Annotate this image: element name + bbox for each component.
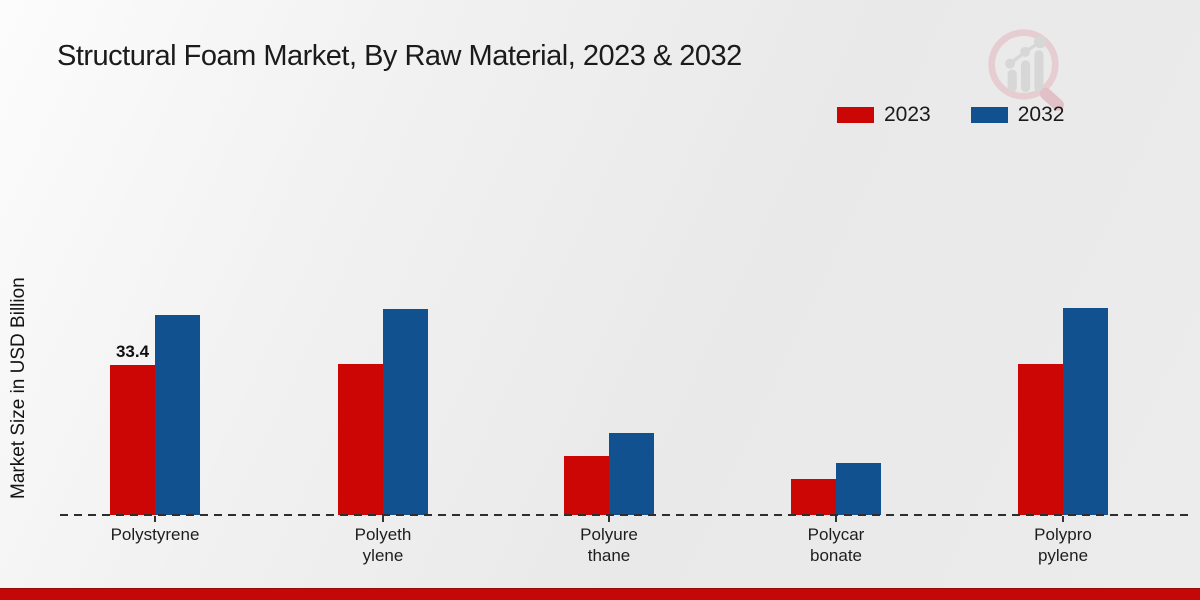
legend-swatch-2032 [970, 107, 1008, 123]
bar-2023-polystyrene [110, 365, 155, 515]
x-axis-tick [382, 516, 384, 522]
category-label-line: thane [587, 546, 631, 565]
x-axis-tick [1062, 516, 1064, 522]
bar-2023-polycarbonate [791, 479, 836, 515]
bar-2032-polyethylene [383, 309, 428, 515]
category-label-line: Polystyrene [110, 525, 200, 544]
x-axis-tick [154, 516, 156, 522]
x-axis-tick [608, 516, 610, 522]
category-label-polyurethane: Polyure thane [539, 524, 679, 566]
legend-item-2023: 2023 [837, 103, 931, 127]
bar-2032-polystyrene [155, 315, 200, 515]
category-label-polyethylene: Polyeth ylene [313, 524, 453, 566]
category-label-line: Polyure [580, 525, 638, 544]
bar-2023-polyurethane [564, 456, 609, 515]
category-label-line: ylene [362, 546, 404, 565]
category-label-line: Polyeth [354, 525, 412, 544]
legend-swatch-2023 [837, 107, 874, 123]
bar-2032-polycarbonate [836, 463, 881, 515]
legend-item-2032: 2032 [970, 103, 1065, 127]
category-label-line: pylene [1037, 546, 1089, 565]
category-label-polycarbonate: Polycar bonate [766, 524, 906, 566]
category-label-polypropylene: Polypro pylene [993, 524, 1133, 566]
legend-label-2023: 2023 [884, 103, 931, 126]
bar-2032-polyurethane [609, 433, 654, 515]
x-axis-tick [835, 516, 837, 522]
bottom-accent-bar [0, 588, 1200, 600]
category-label-line: Polycar [807, 525, 865, 544]
x-axis-baseline [60, 514, 1190, 516]
chart-title: Structural Foam Market, By Raw Material,… [57, 40, 742, 72]
brand-logo-magnifier-chart-icon [988, 29, 1064, 111]
category-label-polystyrene: Polystyrene [85, 524, 225, 545]
legend: 2023 2032 [837, 103, 1064, 127]
bar-2023-polypropylene [1018, 364, 1063, 515]
category-label-line: bonate [810, 546, 862, 565]
category-label-line: Polypro [1034, 525, 1092, 544]
bar-2023-polyethylene [338, 364, 383, 515]
bar-2032-polypropylene [1063, 308, 1108, 515]
legend-label-2032: 2032 [1017, 103, 1065, 126]
value-label-2023-polystyrene: 33.4 [115, 342, 150, 361]
